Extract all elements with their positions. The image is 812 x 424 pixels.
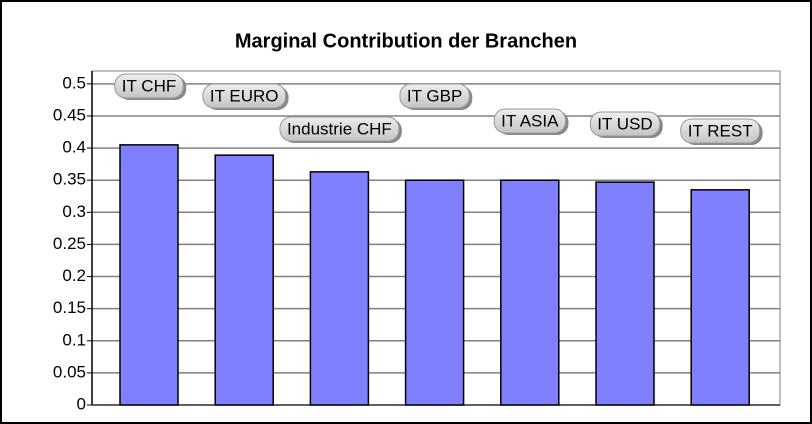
- category-callout: IT CHF: [114, 73, 187, 100]
- callout-box: [399, 83, 470, 109]
- y-tick-label: 0.2: [62, 266, 86, 285]
- category-callout: IT GBP: [399, 83, 473, 110]
- bar: [500, 179, 560, 406]
- category-callout: IT EURO: [202, 83, 289, 110]
- bar: [214, 154, 274, 406]
- bar: [404, 179, 465, 406]
- category-label: IT USD: [597, 114, 652, 133]
- callout-box: [493, 108, 566, 134]
- callout-box: [680, 118, 761, 144]
- y-tick-label: 0.3: [62, 202, 86, 221]
- category-callout: IT USD: [589, 111, 663, 138]
- bar: [309, 171, 370, 406]
- callout-box: [279, 116, 400, 142]
- callout-box: [114, 73, 184, 99]
- category-label: IT CHF: [122, 76, 176, 95]
- category-callout: IT ASIA: [493, 108, 569, 135]
- category-label: IT ASIA: [501, 111, 559, 130]
- y-tick-label: 0.35: [53, 170, 86, 189]
- y-tick-label: 0: [77, 394, 86, 413]
- callout-box: [202, 83, 287, 109]
- category-label: IT GBP: [407, 86, 462, 105]
- y-tick-label: 0.45: [53, 105, 86, 124]
- y-tick-label: 0.05: [53, 362, 86, 381]
- category-callout: IT REST: [680, 118, 763, 145]
- category-label: Industrie CHF: [287, 119, 392, 138]
- category-label: IT REST: [688, 121, 753, 140]
- bar: [595, 181, 655, 406]
- y-tick-label: 0.5: [62, 73, 86, 92]
- y-tick-label: 0.25: [53, 234, 86, 253]
- category-label: IT EURO: [210, 86, 279, 105]
- y-tick-label: 0.15: [53, 298, 86, 317]
- callout-box: [589, 111, 661, 137]
- bar: [690, 189, 750, 406]
- y-tick-label: 0.4: [62, 138, 86, 157]
- y-tick-label: 0.1: [62, 330, 86, 349]
- bar: [119, 144, 179, 406]
- category-callout: Industrie CHF: [279, 116, 402, 143]
- chart-title: Marginal Contribution der Branchen: [235, 30, 577, 52]
